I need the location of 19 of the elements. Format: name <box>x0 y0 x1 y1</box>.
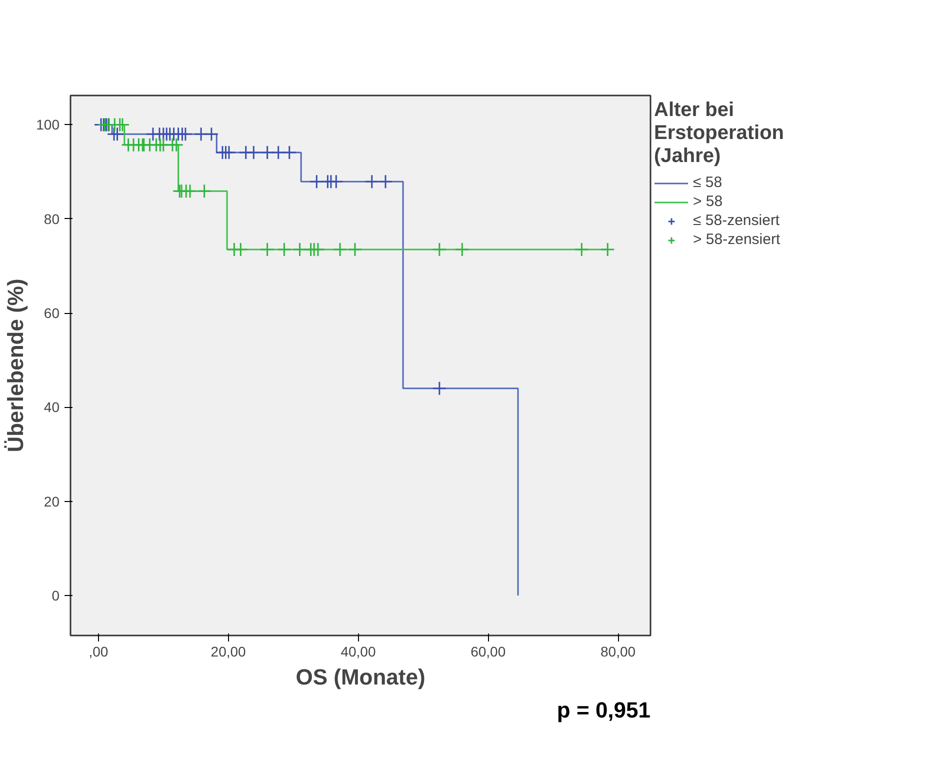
x-tick-label: 60,00 <box>470 644 506 660</box>
legend-label: ≤ 58 <box>693 174 722 191</box>
y-tick-label: 100 <box>36 116 60 133</box>
y-tick-label: 20 <box>44 493 60 510</box>
legend-label: > 58 <box>693 193 723 210</box>
x-tick-label: 40,00 <box>340 644 376 660</box>
x-tick-label: ,00 <box>88 644 108 660</box>
y-tick-label: 0 <box>52 587 60 604</box>
x-axis-title: OS (Monate) <box>296 664 426 690</box>
legend-title: Alter bei Erstoperation (Jahre) <box>654 99 784 168</box>
y-tick-label: 40 <box>44 399 60 416</box>
x-tick-label: 80,00 <box>600 644 636 660</box>
x-tick-label: 20,00 <box>210 644 246 660</box>
text: p = 0,951 <box>556 698 651 722</box>
y-tick-label: 60 <box>44 305 60 322</box>
legend-label: ≤ 58-zensiert <box>693 212 780 229</box>
legend-label: > 58-zensiert <box>693 231 780 248</box>
y-axis-title: Überlebende (%) <box>3 278 28 452</box>
y-tick-label: 80 <box>44 210 60 227</box>
